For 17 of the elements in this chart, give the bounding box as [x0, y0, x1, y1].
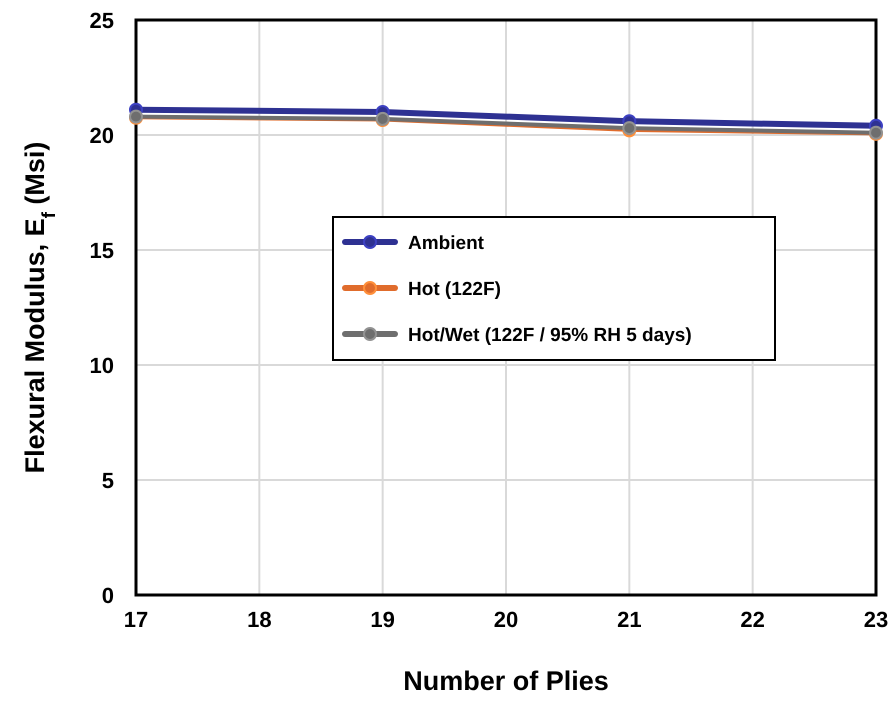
y-tick-label: 5	[102, 468, 114, 493]
y-tick-label: 0	[102, 583, 114, 608]
y-tick-label: 15	[90, 238, 114, 263]
legend-label: Hot/Wet (122F / 95% RH 5 days)	[408, 325, 692, 346]
y-tick-label: 25	[90, 8, 114, 33]
x-tick-label: 18	[247, 607, 272, 632]
x-tick-label: 22	[740, 607, 765, 632]
x-tick-label: 23	[864, 607, 888, 632]
y-tick-label: 20	[90, 123, 114, 148]
x-tick-label: 21	[617, 607, 642, 632]
x-tick-label: 20	[494, 607, 518, 632]
x-tick-label: 19	[370, 607, 395, 632]
y-tick-label: 10	[90, 353, 114, 378]
legend-label: Ambient	[408, 233, 485, 254]
legend-label: Hot (122F)	[408, 279, 501, 300]
x-tick-label: 17	[124, 607, 148, 632]
x-axis-title: Number of Plies	[403, 666, 609, 696]
